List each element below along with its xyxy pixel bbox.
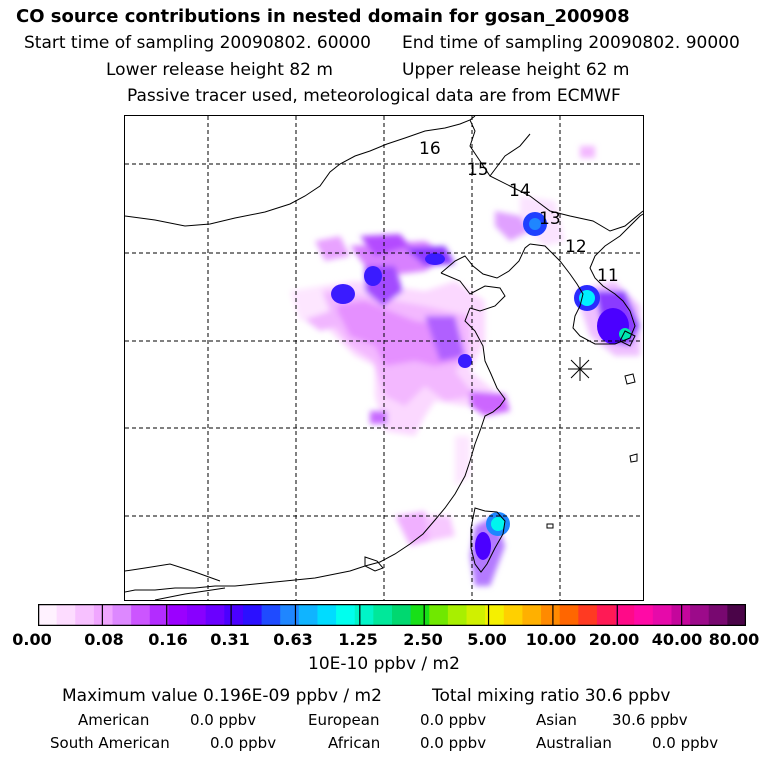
scale-color-cell (112, 604, 132, 626)
source-contribution-map: 16 15 14 13 12 11 (124, 115, 644, 601)
scale-color-cell (38, 604, 58, 626)
scale-tick: 0.00 (12, 630, 52, 649)
region-value-american: 0.0 ppbv (190, 711, 257, 729)
scale-color-cell (242, 604, 263, 626)
scale-color-cell (596, 604, 617, 626)
trajectory-label-16: 16 (419, 139, 441, 159)
scale-color-cell (317, 604, 337, 626)
region-name-australian: Australian (536, 734, 612, 752)
scale-color-cell (634, 604, 654, 626)
scale-tick: 20.00 (588, 630, 640, 649)
trajectory-label-14: 14 (509, 181, 531, 201)
maximum-value-text: Maximum value 0.196E-09 ppbv / m2 (62, 686, 382, 706)
scale-color-cell (261, 604, 281, 626)
scale-color-cell (280, 604, 300, 626)
scale-tick: 0.63 (273, 630, 313, 649)
scale-tick: 0.08 (84, 630, 124, 649)
scale-color-cell (578, 604, 598, 626)
scale-color-cell (93, 604, 114, 626)
region-value-australian: 0.0 ppbv (652, 734, 719, 752)
scale-color-cell (298, 604, 318, 626)
scale-color-cell (447, 604, 468, 626)
scale-color-cell (671, 604, 691, 626)
region-name-african: African (328, 734, 381, 752)
scale-tick: 5.00 (467, 630, 507, 649)
scale-color-cell (336, 604, 356, 626)
scale-tick: 0.16 (148, 630, 188, 649)
total-mixing-ratio-text: Total mixing ratio 30.6 ppbv (432, 686, 671, 706)
region-value-european: 0.0 ppbv (420, 711, 487, 729)
region-value-south-american: 0.0 ppbv (210, 734, 277, 752)
scale-color-cell (652, 604, 672, 626)
scale-color-cell (131, 604, 151, 626)
scale-color-cell (187, 604, 207, 626)
scale-color-cell (224, 604, 244, 626)
scale-color-cell (168, 604, 188, 626)
trajectory-label-13: 13 (539, 209, 561, 229)
scale-tick: 10.00 (525, 630, 577, 649)
contribution-field (290, 146, 640, 586)
scale-color-cell (485, 604, 505, 626)
scale-color-cell (466, 604, 486, 626)
scale-tick: 80.00 (708, 630, 760, 649)
trajectory-label-12: 12 (565, 237, 587, 257)
upper-release-text: Upper release height 62 m (402, 60, 630, 80)
region-value-asian: 30.6 ppbv (612, 711, 688, 729)
scale-color-cell (56, 604, 76, 626)
scale-color-cell (392, 604, 412, 626)
scale-color-cell (205, 604, 225, 626)
scale-tick: 1.25 (338, 630, 378, 649)
end-sampling-text: End time of sampling 20090802. 90000 (402, 33, 740, 53)
scale-tick: 0.31 (210, 630, 250, 649)
scale-unit-label: 10E-10 ppbv / m2 (308, 654, 460, 674)
scale-color-cell (75, 604, 95, 626)
scale-border (38, 604, 746, 626)
scale-color-cell (615, 604, 635, 626)
trajectory-labels: 16 15 14 13 12 11 (419, 139, 619, 286)
scale-tick: 40.00 (651, 630, 703, 649)
region-value-african: 0.0 ppbv (420, 734, 487, 752)
lower-release-text: Lower release height 82 m (106, 60, 333, 80)
scale-color-cell (690, 604, 710, 626)
trajectory-label-15: 15 (467, 160, 489, 180)
scale-color-cell (708, 604, 728, 626)
graticule-grid (125, 116, 643, 600)
tracer-note-text: Passive tracer used, meteorological data… (127, 86, 621, 106)
trajectory-label-11: 11 (597, 266, 619, 286)
scale-color-cell (541, 604, 561, 626)
scale-color-cell (373, 604, 393, 626)
gosan-receptor-star-icon (568, 357, 592, 381)
scale-color-cell (727, 604, 746, 626)
start-sampling-text: Start time of sampling 20090802. 60000 (24, 33, 371, 53)
scale-color-cell (522, 604, 542, 626)
scale-color-cell (559, 604, 579, 626)
color-scale-bar (38, 604, 746, 626)
region-name-american: American (78, 711, 150, 729)
scale-color-cell (410, 604, 430, 626)
scale-color-cell (503, 604, 523, 626)
region-name-south-american: South American (50, 734, 170, 752)
region-name-european: European (308, 711, 380, 729)
scale-color-cell (354, 604, 374, 626)
scale-tick: 2.50 (403, 630, 443, 649)
scale-color-cell (429, 604, 449, 626)
region-name-asian: Asian (536, 711, 577, 729)
scale-color-cell (149, 604, 169, 626)
page-title: CO source contributions in nested domain… (16, 6, 630, 27)
coastlines (125, 116, 643, 600)
